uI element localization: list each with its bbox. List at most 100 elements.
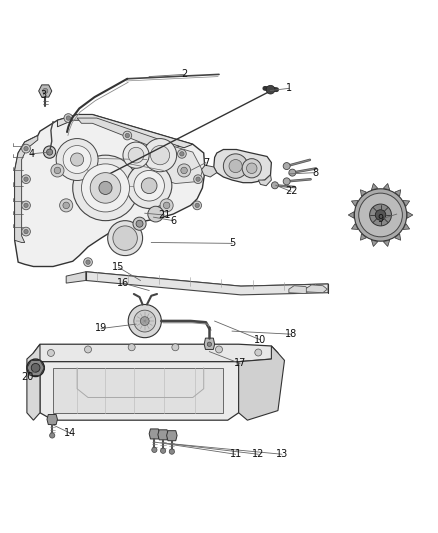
Circle shape bbox=[283, 163, 290, 169]
Circle shape bbox=[66, 116, 71, 120]
Circle shape bbox=[21, 144, 30, 153]
Circle shape bbox=[63, 146, 91, 174]
Circle shape bbox=[180, 152, 184, 156]
Circle shape bbox=[169, 449, 174, 454]
Circle shape bbox=[141, 317, 149, 326]
Polygon shape bbox=[360, 234, 367, 240]
Polygon shape bbox=[258, 175, 272, 185]
Circle shape bbox=[63, 202, 70, 208]
Polygon shape bbox=[201, 165, 217, 177]
Polygon shape bbox=[395, 234, 401, 240]
Polygon shape bbox=[306, 285, 327, 293]
Circle shape bbox=[51, 164, 64, 177]
Circle shape bbox=[289, 169, 296, 176]
Text: 8: 8 bbox=[312, 168, 318, 177]
Polygon shape bbox=[407, 212, 413, 218]
Circle shape bbox=[163, 202, 170, 208]
Polygon shape bbox=[214, 149, 272, 183]
Circle shape bbox=[172, 344, 179, 351]
Circle shape bbox=[24, 147, 28, 151]
Text: 2: 2 bbox=[181, 69, 187, 79]
Circle shape bbox=[86, 260, 90, 264]
Circle shape bbox=[24, 229, 28, 234]
Circle shape bbox=[24, 203, 28, 207]
Polygon shape bbox=[204, 338, 215, 350]
Polygon shape bbox=[158, 144, 202, 183]
Text: 15: 15 bbox=[113, 262, 125, 272]
Text: 18: 18 bbox=[285, 329, 297, 339]
Polygon shape bbox=[158, 430, 168, 440]
Text: 7: 7 bbox=[203, 158, 209, 167]
Polygon shape bbox=[27, 344, 40, 420]
Circle shape bbox=[133, 217, 146, 230]
Circle shape bbox=[24, 177, 28, 181]
Text: 14: 14 bbox=[64, 429, 77, 438]
Circle shape bbox=[128, 147, 144, 163]
Circle shape bbox=[123, 142, 149, 168]
Circle shape bbox=[60, 199, 73, 212]
Circle shape bbox=[71, 153, 84, 166]
Circle shape bbox=[31, 364, 40, 372]
Polygon shape bbox=[47, 415, 57, 425]
Text: 3: 3 bbox=[40, 90, 46, 100]
Text: 12: 12 bbox=[252, 449, 265, 459]
Polygon shape bbox=[403, 200, 410, 206]
Circle shape bbox=[223, 154, 248, 179]
Circle shape bbox=[375, 210, 386, 220]
Text: 16: 16 bbox=[117, 278, 129, 288]
Text: 19: 19 bbox=[95, 324, 107, 334]
Circle shape bbox=[64, 114, 73, 123]
Circle shape bbox=[359, 193, 403, 237]
Polygon shape bbox=[39, 85, 52, 97]
Polygon shape bbox=[149, 429, 159, 439]
Polygon shape bbox=[166, 431, 177, 441]
Polygon shape bbox=[53, 368, 223, 413]
Circle shape bbox=[123, 131, 132, 140]
Polygon shape bbox=[86, 272, 328, 295]
Circle shape bbox=[134, 171, 164, 201]
Circle shape bbox=[196, 177, 200, 181]
Circle shape bbox=[207, 342, 212, 346]
Circle shape bbox=[283, 178, 290, 185]
Circle shape bbox=[181, 167, 187, 174]
Circle shape bbox=[27, 359, 44, 376]
Circle shape bbox=[81, 164, 130, 212]
Circle shape bbox=[194, 175, 202, 183]
Polygon shape bbox=[371, 183, 378, 190]
Circle shape bbox=[144, 139, 177, 172]
Polygon shape bbox=[289, 286, 310, 294]
Circle shape bbox=[195, 203, 199, 207]
Polygon shape bbox=[360, 190, 367, 196]
Circle shape bbox=[128, 304, 161, 338]
Circle shape bbox=[272, 182, 279, 189]
Text: 21: 21 bbox=[158, 210, 171, 220]
Circle shape bbox=[148, 206, 163, 222]
Circle shape bbox=[136, 220, 143, 227]
Circle shape bbox=[215, 346, 223, 353]
Polygon shape bbox=[239, 346, 285, 420]
Circle shape bbox=[160, 448, 166, 454]
Polygon shape bbox=[86, 272, 328, 293]
Text: 22: 22 bbox=[285, 187, 297, 196]
Polygon shape bbox=[348, 212, 354, 218]
Polygon shape bbox=[57, 115, 193, 148]
Text: 20: 20 bbox=[21, 372, 34, 382]
Circle shape bbox=[255, 349, 262, 356]
Circle shape bbox=[49, 433, 55, 438]
Circle shape bbox=[99, 181, 112, 195]
Circle shape bbox=[242, 159, 261, 178]
Circle shape bbox=[247, 163, 257, 174]
Polygon shape bbox=[383, 183, 390, 190]
Circle shape bbox=[125, 133, 130, 138]
Polygon shape bbox=[351, 223, 358, 229]
Circle shape bbox=[354, 189, 407, 241]
Circle shape bbox=[177, 149, 186, 158]
Circle shape bbox=[21, 227, 30, 236]
Circle shape bbox=[127, 163, 172, 208]
Circle shape bbox=[141, 178, 157, 193]
Polygon shape bbox=[77, 118, 180, 151]
Circle shape bbox=[113, 226, 138, 251]
Polygon shape bbox=[14, 135, 38, 243]
Circle shape bbox=[177, 164, 191, 177]
Circle shape bbox=[84, 258, 92, 266]
